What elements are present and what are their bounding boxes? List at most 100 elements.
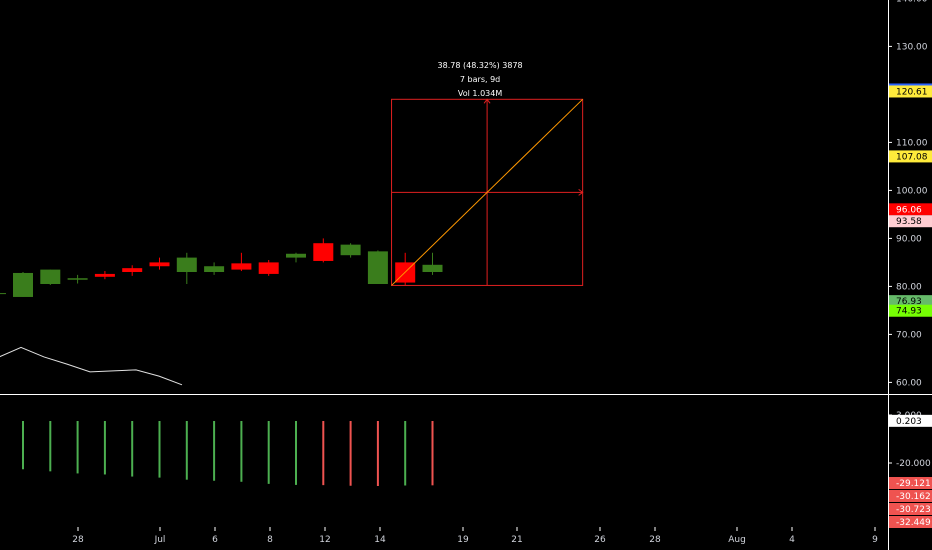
- candle[interactable]: [13, 272, 33, 297]
- candle[interactable]: [313, 238, 334, 263]
- price-label-text: 107.08: [896, 152, 928, 162]
- indicator-value-bg: [889, 516, 932, 528]
- candle-body[interactable]: [13, 272, 33, 297]
- candle[interactable]: [367, 250, 388, 284]
- time-tick-label: 26: [594, 535, 606, 545]
- time-tick-label: 21: [511, 535, 522, 545]
- price-tick-label: 90.00: [896, 234, 922, 244]
- price-tick-label: 80.00: [896, 282, 922, 292]
- measure-arrow-up: [483, 98, 491, 104]
- price-label-bg: [889, 150, 932, 163]
- measure-label-change: 38.78 (48.32%) 3878: [438, 61, 523, 70]
- time-tick-label: 4: [789, 535, 795, 545]
- time-tick-label: Jul: [154, 535, 166, 545]
- time-tick-label: 28: [72, 535, 84, 545]
- price-label[interactable]: 107.08: [889, 150, 932, 163]
- price-label-text: 93.58: [896, 217, 922, 227]
- candle[interactable]: [67, 274, 88, 284]
- price-tick-label: 100.00: [896, 186, 928, 196]
- candle-body[interactable]: [40, 269, 61, 284]
- candle[interactable]: [395, 252, 416, 285]
- price-label[interactable]: 76.93: [889, 295, 932, 308]
- candle-body[interactable]: [313, 243, 334, 261]
- indicator-value-label[interactable]: -30.162: [889, 490, 932, 502]
- candle[interactable]: [176, 252, 197, 284]
- price-label-text: 76.93: [896, 297, 922, 307]
- measure-tool[interactable]: 38.78 (48.32%) 3878 7 bars, 9d Vol 1.034M: [391, 61, 584, 286]
- candle[interactable]: [286, 252, 306, 263]
- time-tick-label: 14: [374, 535, 386, 545]
- price-label-text: 96.06: [896, 205, 922, 215]
- candle[interactable]: [231, 252, 252, 272]
- measure-label-volume: Vol 1.034M: [458, 89, 502, 98]
- candle-body[interactable]: [340, 244, 361, 256]
- indicator-value-bg: [889, 477, 932, 489]
- price-label-bg: [889, 295, 932, 308]
- candle-body[interactable]: [67, 278, 88, 280]
- main-pane[interactable]: [0, 238, 443, 386]
- candle-body[interactable]: [231, 263, 252, 270]
- candle[interactable]: [40, 269, 61, 285]
- candle[interactable]: [94, 271, 115, 280]
- price-label-bg: [889, 85, 932, 98]
- candle-body[interactable]: [122, 268, 143, 272]
- time-tick-label: 19: [457, 535, 469, 545]
- candle-body[interactable]: [176, 257, 197, 272]
- indicator-value-text: -32.449: [896, 518, 931, 528]
- candle-body[interactable]: [149, 262, 170, 267]
- measure-diagonal: [391, 98, 583, 286]
- candle-body[interactable]: [286, 253, 306, 258]
- price-label-bg: [889, 203, 932, 216]
- indicator-value-label[interactable]: -29.121: [889, 477, 932, 489]
- time-axis[interactable]: 28 Jul 6 8 12 14 19 21 26 28 Aug 4 9: [72, 527, 878, 545]
- price-tick-label: 130.00: [896, 42, 928, 52]
- indicator-value-label[interactable]: -30.723: [889, 503, 932, 515]
- candle[interactable]: [340, 243, 361, 258]
- price-tick-label: 60.00: [896, 378, 922, 388]
- indicator-pane[interactable]: [22, 421, 434, 486]
- indicator-tick-label: -20.000: [896, 459, 931, 469]
- measure-label-bars: 7 bars, 9d: [460, 75, 500, 84]
- time-tick-label: 8: [267, 535, 273, 545]
- indicator-value-text: -30.723: [896, 505, 931, 515]
- time-tick-label: Aug: [728, 535, 746, 545]
- price-tick-label: 140.00: [896, 0, 928, 4]
- price-label[interactable]: 120.61: [889, 85, 932, 98]
- indicator-value-label: 0.203: [896, 417, 922, 427]
- volume-line: [0, 346, 183, 386]
- indicator-axis[interactable]: 3.0000.203-20.000-29.121-30.162-30.723-3…: [888, 411, 932, 528]
- price-label-accent: [889, 83, 932, 87]
- time-tick-label: 6: [212, 535, 218, 545]
- candle[interactable]: [149, 257, 170, 270]
- indicator-value-bg: [889, 503, 932, 515]
- price-label-bg: [889, 215, 932, 228]
- indicator-value-bg: [889, 414, 932, 427]
- price-label-text: 120.61: [896, 87, 928, 97]
- price-tick-label: 110.00: [896, 138, 928, 148]
- indicator-value-text: -30.162: [896, 492, 931, 502]
- time-tick-label: 9: [872, 535, 878, 545]
- candle-body[interactable]: [422, 264, 443, 272]
- candle[interactable]: [422, 252, 443, 275]
- candle-body[interactable]: [204, 266, 225, 272]
- price-label-bg: [889, 304, 932, 317]
- price-label[interactable]: 96.06: [889, 203, 932, 216]
- time-tick-label: 28: [649, 535, 661, 545]
- price-label[interactable]: 74.93: [889, 304, 932, 317]
- candle-body[interactable]: [258, 262, 279, 274]
- price-label-text: 74.93: [896, 307, 922, 317]
- candle[interactable]: [258, 260, 279, 276]
- indicator-value-label[interactable]: -32.449: [889, 516, 932, 528]
- candle-body[interactable]: [94, 273, 115, 277]
- price-axis[interactable]: 140.00 130.00 110.00 100.00 90.00 80.00 70.00 6…: [888, 0, 932, 388]
- candle-body[interactable]: [367, 251, 388, 284]
- price-tick-label: 70.00: [896, 330, 922, 340]
- indicator-value-text: -29.121: [896, 479, 931, 489]
- measure-arrow-right: [578, 188, 584, 196]
- candle[interactable]: [122, 265, 143, 276]
- price-label[interactable]: 93.58: [889, 215, 932, 228]
- candle[interactable]: [204, 262, 225, 275]
- time-tick-label: 12: [319, 535, 330, 545]
- indicator-value-bg: [889, 490, 932, 502]
